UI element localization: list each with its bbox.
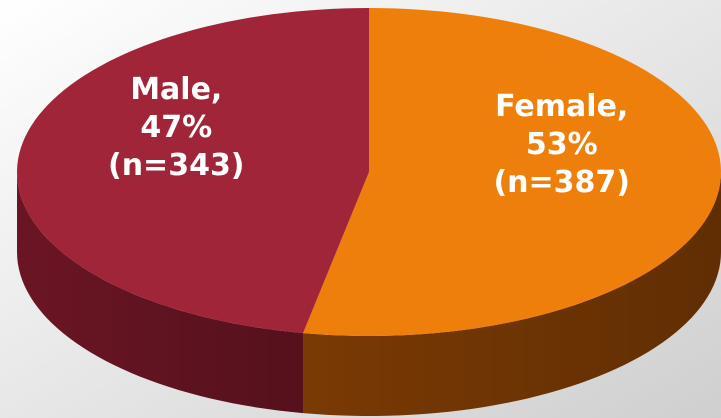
pie-slice <box>303 8 721 336</box>
pie-side-shade <box>303 172 721 416</box>
count-label: (n=343) <box>108 148 245 183</box>
pie-side-shade <box>17 172 304 414</box>
pie-slice <box>17 8 370 334</box>
pie-tops <box>17 8 721 336</box>
data-labels: Female,53%(n=387) Male,47%(n=343) <box>108 72 630 200</box>
category-label: Female, <box>495 89 628 124</box>
category-label: Male, <box>130 72 222 107</box>
count-label: (n=387) <box>493 165 630 200</box>
pie-sides <box>17 172 721 416</box>
value-label: 53% <box>526 127 598 162</box>
value-label: 47% <box>140 110 212 145</box>
